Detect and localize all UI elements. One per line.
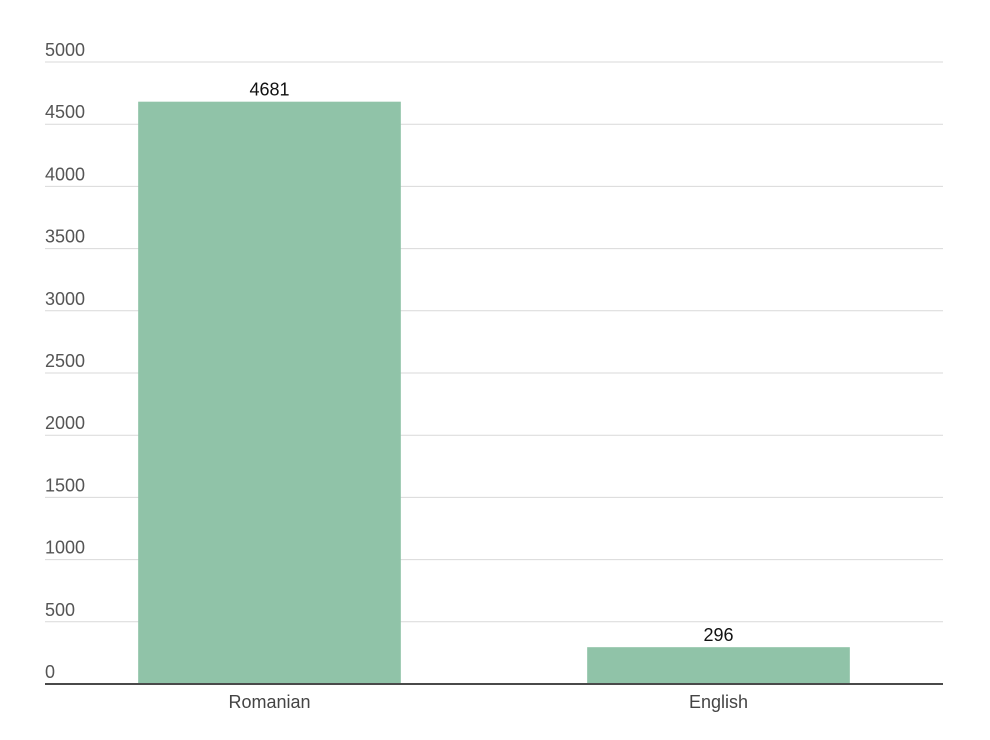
data-label: 4681 [249, 80, 289, 100]
y-tick-label: 2000 [45, 413, 85, 433]
y-tick-label: 2500 [45, 351, 85, 371]
y-tick-label: 1000 [45, 538, 85, 558]
y-tick-label: 0 [45, 662, 55, 682]
x-tick-label: English [689, 692, 748, 712]
y-tick-label: 4500 [45, 102, 85, 122]
y-axis-tick-labels: 0 500 1000 1500 2000 2500 3000 3500 4000 4500 5000 [45, 40, 85, 682]
y-tick-label: 5000 [45, 40, 85, 60]
bar-english [587, 647, 850, 684]
x-axis-tick-labels: Romanian English [228, 692, 748, 712]
data-labels: 4681 296 [249, 80, 733, 645]
y-tick-label: 3000 [45, 289, 85, 309]
x-tick-label: Romanian [228, 692, 310, 712]
y-tick-label: 500 [45, 600, 75, 620]
bars [138, 101, 850, 685]
y-tick-label: 1500 [45, 475, 85, 495]
y-tick-label: 4000 [45, 164, 85, 184]
y-tick-label: 3500 [45, 227, 85, 247]
bar-romanian [138, 101, 401, 685]
data-label: 296 [703, 625, 733, 645]
